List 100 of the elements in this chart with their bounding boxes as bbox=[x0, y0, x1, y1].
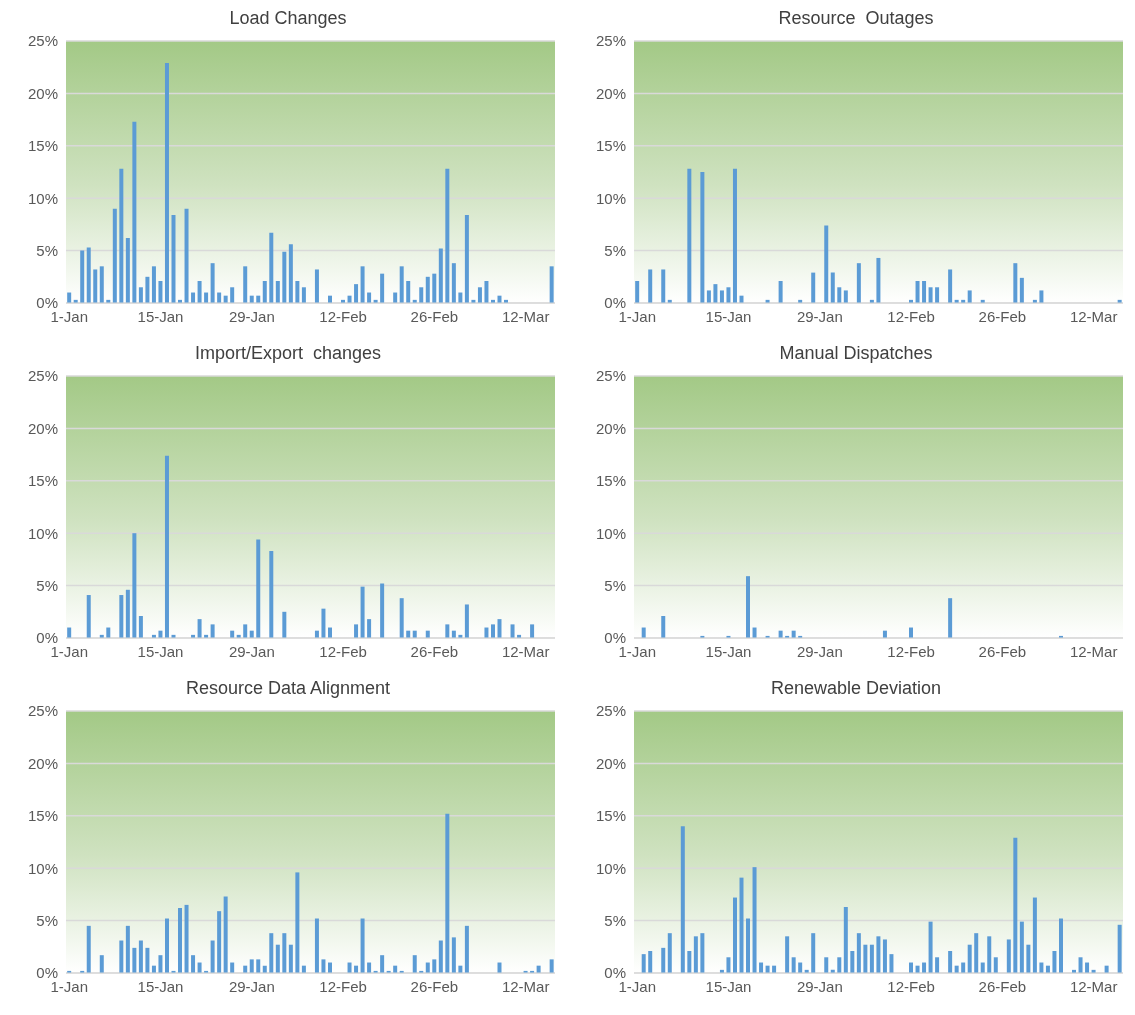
bar bbox=[314, 269, 319, 303]
bar bbox=[360, 918, 365, 973]
bar bbox=[635, 280, 640, 303]
chart-title: Resource Data Alignment bbox=[184, 678, 392, 699]
bar bbox=[282, 611, 287, 638]
bar bbox=[641, 954, 646, 973]
chart-title: Manual Dispatches bbox=[778, 343, 934, 364]
y-tick-label: 10% bbox=[595, 189, 626, 207]
bar bbox=[974, 933, 979, 973]
y-tick-label: 15% bbox=[595, 137, 626, 155]
bar bbox=[948, 950, 953, 973]
bar bbox=[210, 263, 215, 303]
bar bbox=[412, 955, 417, 973]
x-tick-label: 29-Jan bbox=[796, 642, 843, 660]
bar bbox=[667, 933, 672, 973]
bar bbox=[706, 290, 711, 303]
bar bbox=[726, 287, 731, 303]
bar bbox=[99, 955, 104, 973]
bar bbox=[288, 944, 293, 973]
bar bbox=[1026, 944, 1031, 973]
bar bbox=[1032, 897, 1037, 973]
bar bbox=[850, 950, 855, 973]
y-tick-label: 10% bbox=[27, 189, 58, 207]
x-tick-label: 15-Jan bbox=[137, 642, 184, 660]
bar bbox=[282, 933, 287, 973]
x-tick-label: 26-Feb bbox=[978, 307, 1027, 325]
bar bbox=[915, 280, 920, 303]
y-tick-label: 15% bbox=[27, 807, 58, 825]
bar bbox=[432, 273, 437, 303]
bar bbox=[288, 244, 293, 303]
bar bbox=[438, 940, 443, 973]
bar bbox=[811, 272, 816, 303]
bar bbox=[354, 624, 359, 638]
bar bbox=[151, 266, 156, 303]
y-tick-label: 5% bbox=[604, 576, 626, 594]
bar bbox=[256, 959, 261, 973]
bar bbox=[1078, 957, 1083, 973]
bar bbox=[1019, 921, 1024, 973]
bar bbox=[158, 280, 163, 303]
y-tick-label: 25% bbox=[27, 367, 58, 385]
bar bbox=[837, 287, 842, 303]
y-tick-label: 20% bbox=[27, 84, 58, 102]
bar bbox=[249, 959, 254, 973]
chart-title: Renewable Deviation bbox=[769, 678, 943, 699]
bar bbox=[490, 624, 495, 638]
bar bbox=[824, 225, 829, 303]
bar bbox=[1019, 277, 1024, 303]
bar bbox=[184, 904, 189, 973]
bar bbox=[530, 624, 535, 638]
bar bbox=[464, 925, 469, 973]
x-tick-label: 12-Feb bbox=[319, 307, 367, 325]
y-tick-label: 25% bbox=[595, 32, 626, 50]
bar bbox=[132, 947, 137, 973]
bar bbox=[922, 280, 927, 303]
bar bbox=[275, 944, 280, 973]
bar bbox=[158, 955, 163, 973]
bar bbox=[746, 576, 751, 638]
x-tick-label: 15-Jan bbox=[137, 977, 184, 995]
bar bbox=[687, 168, 692, 303]
x-tick-label: 29-Jan bbox=[228, 642, 275, 660]
y-tick-label: 5% bbox=[604, 241, 626, 259]
bar bbox=[935, 957, 940, 973]
chart-title: Import/Export changes bbox=[193, 343, 383, 364]
bar bbox=[119, 168, 124, 303]
bar bbox=[217, 911, 222, 973]
bar bbox=[399, 598, 404, 638]
y-tick-label: 15% bbox=[27, 137, 58, 155]
bar bbox=[856, 933, 861, 973]
bar bbox=[210, 940, 215, 973]
bar bbox=[510, 624, 515, 638]
bar bbox=[269, 933, 274, 973]
y-tick-label: 15% bbox=[595, 472, 626, 490]
bar bbox=[928, 287, 933, 303]
bar bbox=[843, 290, 848, 303]
bar bbox=[178, 908, 183, 973]
bar bbox=[1013, 837, 1018, 973]
bar bbox=[282, 251, 287, 303]
bar bbox=[739, 877, 744, 973]
x-tick-label: 29-Jan bbox=[796, 977, 843, 995]
bar bbox=[112, 208, 117, 303]
bar bbox=[778, 280, 783, 303]
bar bbox=[164, 918, 169, 973]
bar bbox=[713, 284, 718, 303]
x-tick-label: 29-Jan bbox=[796, 307, 843, 325]
y-tick-label: 5% bbox=[36, 241, 58, 259]
bar bbox=[687, 950, 692, 973]
bar bbox=[197, 619, 202, 638]
bar bbox=[889, 954, 894, 973]
x-tick-label: 12-Feb bbox=[319, 977, 367, 995]
bar bbox=[86, 925, 91, 973]
y-tick-label: 5% bbox=[604, 911, 626, 929]
bar bbox=[882, 939, 887, 973]
bar bbox=[93, 269, 98, 303]
bar bbox=[732, 168, 737, 303]
bar bbox=[275, 280, 280, 303]
bar bbox=[138, 940, 143, 973]
bar bbox=[399, 266, 404, 303]
bar bbox=[445, 624, 450, 638]
bar bbox=[164, 63, 169, 303]
x-tick-label: 26-Feb bbox=[410, 977, 459, 995]
